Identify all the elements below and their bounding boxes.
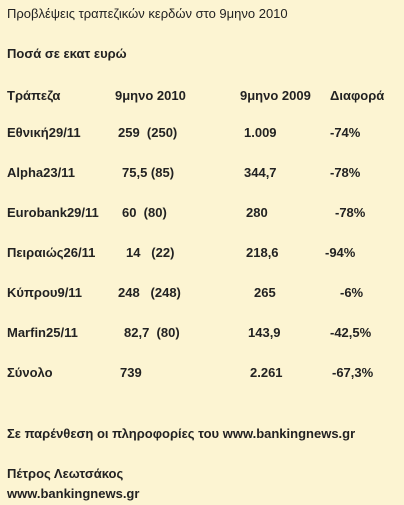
bank-name: Marfin25/11 — [7, 325, 78, 340]
value-2009: 1.009 — [244, 125, 277, 140]
site: www.bankingnews.gr — [7, 486, 140, 501]
subtitle: Ποσά σε εκατ ευρώ — [7, 46, 127, 61]
column-header: 9μηνο 2009 — [240, 88, 311, 103]
bank-name: Σύνολο — [7, 365, 53, 380]
author: Πέτρος Λεωτσάκος — [7, 466, 124, 481]
footnote: Σε παρένθεση οι πληροφορίες του www.bank… — [7, 426, 356, 441]
bank-name: Κύπρου9/11 — [7, 285, 83, 300]
difference: -6% — [340, 285, 364, 300]
value-2010: 75,5 (85) — [122, 165, 175, 180]
value-2009: 280 — [246, 205, 268, 220]
difference: -42,5% — [330, 325, 372, 340]
value-2009: 143,9 — [248, 325, 281, 340]
difference: -94% — [325, 245, 356, 260]
bank-name: Εθνική29/11 — [7, 125, 81, 140]
difference: -78% — [330, 165, 361, 180]
value-2010: 14 (22) — [126, 245, 175, 260]
value-2010: 248 (248) — [118, 285, 181, 300]
bank-name: Eurobank29/11 — [7, 205, 99, 220]
value-2009: 2.261 — [250, 365, 283, 380]
column-header: Τράπεζα — [7, 88, 61, 103]
title: Προβλέψεις τραπεζικών κερδών στο 9μηνο 2… — [7, 6, 288, 21]
value-2009: 265 — [254, 285, 276, 300]
difference: -67,3% — [332, 365, 374, 380]
bank-name: Alpha23/11 — [7, 165, 75, 180]
value-2010: 82,7 (80) — [124, 325, 180, 340]
difference: -74% — [330, 125, 361, 140]
value-2009: 344,7 — [244, 165, 277, 180]
difference: -78% — [335, 205, 366, 220]
value-2010: 739 — [120, 365, 142, 380]
value-2009: 218,6 — [246, 245, 279, 260]
value-2010: 259 (250) — [118, 125, 178, 140]
column-header: Διαφορά — [330, 88, 385, 103]
value-2010: 60 (80) — [122, 205, 167, 220]
column-header: 9μηνο 2010 — [115, 88, 186, 103]
bank-name: Πειραιώς26/11 — [7, 245, 96, 260]
